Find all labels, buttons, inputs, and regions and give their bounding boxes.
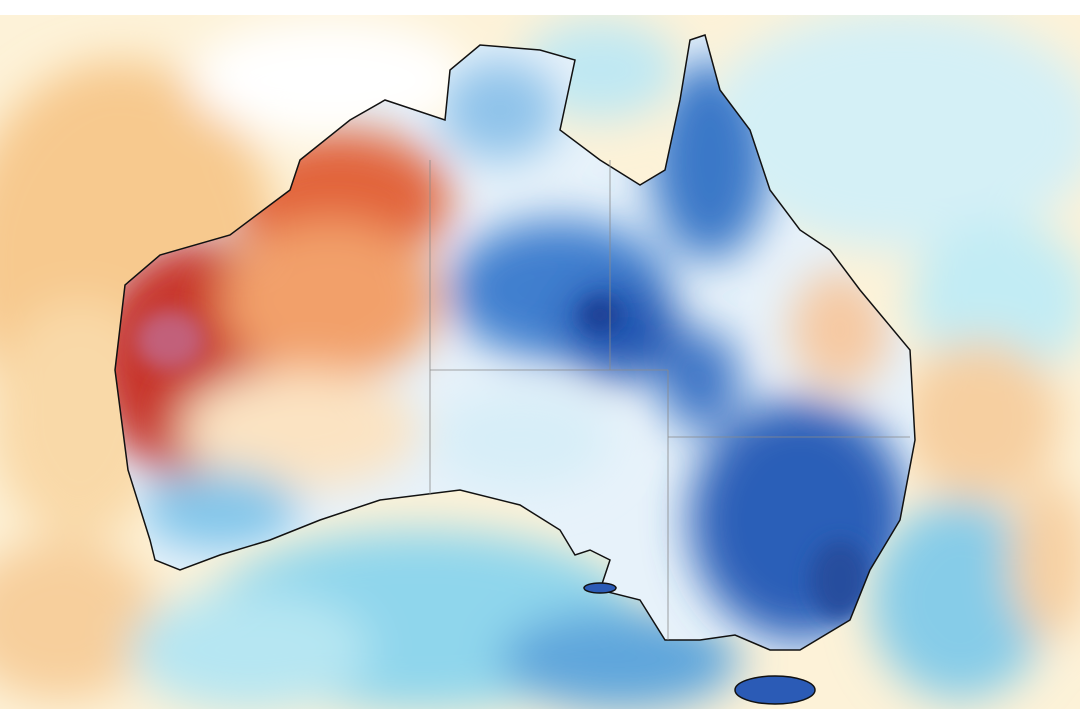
coastline (114, 34, 916, 705)
kangaroo-island (583, 582, 617, 594)
state-borders (429, 160, 910, 640)
tasmania (734, 675, 816, 705)
